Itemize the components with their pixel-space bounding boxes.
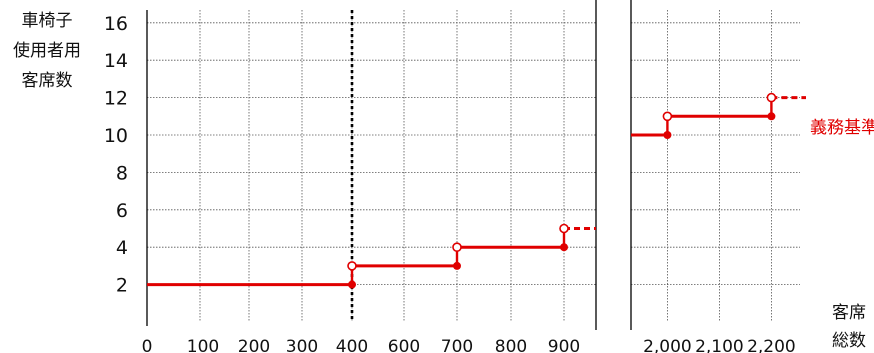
x-tick-label-left-300: 300	[286, 337, 318, 353]
x-tick-label-right-2000: 2,000	[643, 337, 692, 353]
y-tick-label-2: 2	[116, 275, 128, 297]
axes	[146, 0, 632, 330]
x-tick-label-left-600: 600	[388, 337, 420, 353]
grid	[147, 10, 800, 322]
legend-standard-label: 義務基準	[810, 118, 874, 138]
closed-point-left-2	[560, 243, 568, 252]
x-tick-label-right-2100: 2,100	[695, 337, 744, 353]
labels: 車椅子 使用者用 客席数 客席 総数 義務基準 2 4 6 8 10 12 14 16 0 100…	[13, 11, 874, 353]
x-tick-label-left-0: 0	[142, 337, 153, 353]
y-tick-label-8: 8	[116, 162, 128, 184]
open-point-right-1	[766, 92, 777, 103]
x-tick-label-left-200: 200	[238, 337, 270, 353]
x-tick-label-left-700: 700	[441, 337, 473, 353]
open-point-right-0	[662, 111, 673, 122]
open-point-left-2	[559, 223, 569, 234]
y-tick-label-12: 12	[104, 88, 128, 110]
x-tick-label-left-800: 800	[495, 337, 527, 353]
y-tick-label-6: 6	[116, 200, 128, 222]
y-tick-label-10: 10	[104, 125, 128, 147]
y-tick-label-14: 14	[104, 50, 128, 72]
y-tick-label-16: 16	[104, 13, 128, 35]
x-tick-label-left-400: 400	[336, 337, 368, 353]
open-point-left-1	[452, 242, 462, 252]
x-tick-label-right-2200: 2,200	[747, 337, 796, 353]
closed-point-left-0	[348, 280, 356, 289]
y-tick-label-4: 4	[116, 237, 128, 259]
open-point-left-0	[347, 261, 357, 271]
x-tick-label-left-100: 100	[187, 337, 219, 353]
closed-point-right-1	[767, 112, 776, 121]
y-axis-label-line-1: 車椅子	[22, 11, 73, 31]
series	[147, 92, 806, 289]
x-axis-label-line-2: 総数	[832, 331, 866, 351]
y-axis-label-line-2: 使用者用	[13, 40, 81, 61]
x-axis-label-line-1: 客席	[832, 303, 866, 323]
closed-point-left-1	[453, 261, 461, 270]
x-tick-label-left-900: 900	[548, 337, 580, 353]
y-axis-label-line-3: 客席数	[22, 71, 73, 91]
closed-point-right-0	[663, 131, 672, 139]
